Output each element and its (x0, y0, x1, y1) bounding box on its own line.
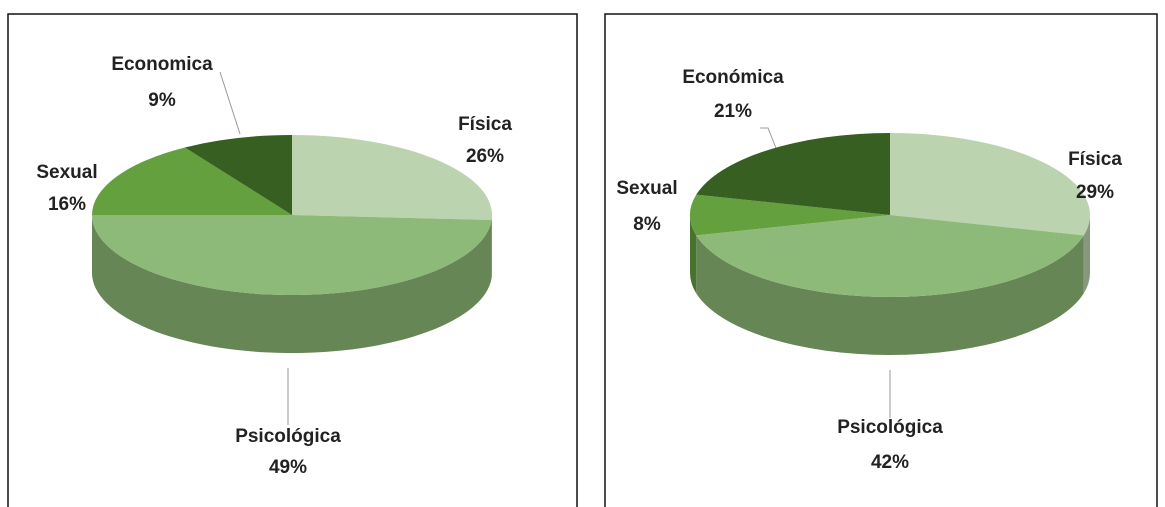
pie-slice (696, 215, 1084, 298)
pie-slice (292, 135, 493, 221)
slice-label: Psicológica (837, 417, 943, 438)
pie-slice (689, 194, 890, 236)
value-label: 26% (466, 146, 504, 167)
slice-label: Física (458, 114, 512, 135)
value-label: 9% (148, 90, 176, 111)
pie-slice (696, 133, 890, 215)
slice-label: Psicológica (235, 426, 341, 447)
slice-label: Física (1068, 149, 1122, 170)
value-label: 49% (269, 457, 307, 478)
pie-side (696, 235, 1084, 356)
slice-label: Economica (111, 54, 213, 75)
panel-border (604, 13, 1158, 507)
panel-border (7, 13, 578, 507)
leader-line (760, 127, 777, 149)
pie-slice (92, 147, 292, 215)
value-label: 16% (48, 194, 86, 215)
value-label: 42% (871, 452, 909, 473)
pie-slice (184, 135, 292, 215)
pie-side (91, 215, 492, 354)
value-label: 21% (714, 101, 752, 122)
slice-label: Sexual (36, 162, 97, 183)
pie-slice (890, 133, 1091, 236)
pie-side (690, 215, 697, 294)
slice-label: Sexual (616, 178, 677, 199)
value-label: 29% (1076, 182, 1114, 203)
pie-slice (92, 215, 492, 296)
leader-line (219, 71, 241, 135)
pie-side (1083, 215, 1090, 294)
slice-label: Económica (682, 67, 784, 88)
value-label: 8% (633, 214, 661, 235)
